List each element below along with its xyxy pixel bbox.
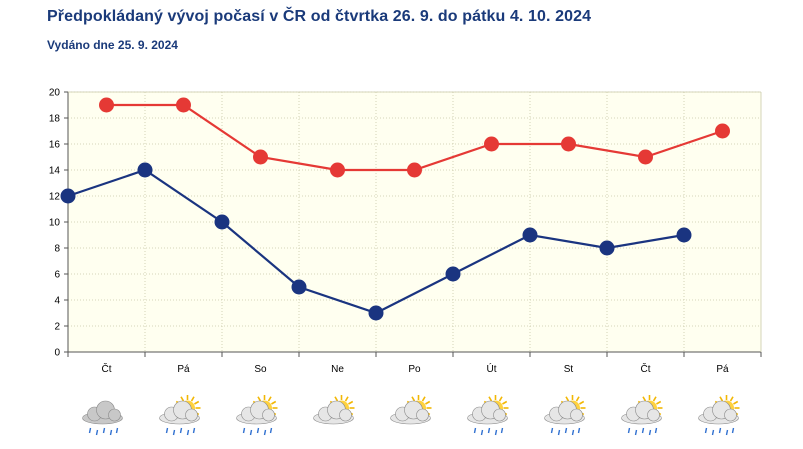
sun-cloud-rain-icon: [621, 395, 663, 436]
sun-cloud-rain-icon: [467, 395, 509, 436]
sun-cloud-rain-icon: [544, 395, 586, 436]
point-max: [330, 162, 345, 178]
x-tick-label: Út: [487, 362, 497, 375]
y-tick-label: 4: [54, 296, 60, 307]
point-max: [715, 123, 730, 139]
point-min: [676, 227, 692, 243]
y-tick-label: 16: [49, 140, 61, 151]
x-tick-label: Pá: [716, 364, 729, 375]
point-max: [407, 162, 422, 178]
point-max: [638, 149, 653, 165]
y-tick-label: 14: [49, 166, 61, 177]
point-min: [291, 279, 307, 295]
point-max: [253, 149, 268, 165]
point-max: [176, 97, 191, 113]
y-tick-label: 8: [54, 244, 60, 255]
point-max: [561, 136, 576, 152]
point-min: [445, 266, 461, 282]
x-tick-label: Pá: [177, 364, 190, 375]
point-max: [484, 136, 499, 152]
x-tick-label: St: [564, 364, 574, 375]
point-max: [99, 97, 114, 113]
point-min: [60, 188, 76, 204]
sun-cloud-rain-icon: [236, 395, 278, 436]
page-title: Předpokládaný vývoj počasí v ČR od čtvrt…: [47, 8, 592, 25]
plot-area: [68, 92, 761, 352]
point-min: [522, 227, 538, 243]
sun-cloud-rain-icon: [159, 395, 201, 436]
x-tick-label: Ne: [331, 364, 344, 375]
cloud-rain-icon: [82, 400, 123, 436]
point-min: [599, 240, 615, 256]
point-min: [368, 305, 384, 321]
issue-date: Vydáno dne 25. 9. 2024: [47, 38, 178, 52]
y-tick-label: 2: [54, 322, 60, 333]
x-tick-label: So: [254, 364, 267, 375]
y-tick-label: 12: [49, 192, 61, 203]
point-min: [137, 162, 153, 178]
sun-cloud-icon: [390, 395, 432, 425]
x-tick-label: Čt: [641, 362, 651, 375]
sun-cloud-icon: [313, 395, 355, 425]
y-tick-label: 6: [54, 270, 60, 281]
y-tick-label: 18: [49, 114, 61, 125]
sun-cloud-rain-icon: [698, 395, 740, 436]
point-min: [214, 214, 230, 230]
x-tick-label: Čt: [102, 362, 112, 375]
y-tick-label: 20: [49, 88, 61, 99]
x-tick-label: Po: [408, 364, 421, 375]
y-tick-label: 10: [49, 218, 61, 229]
y-tick-label: 0: [54, 348, 60, 359]
